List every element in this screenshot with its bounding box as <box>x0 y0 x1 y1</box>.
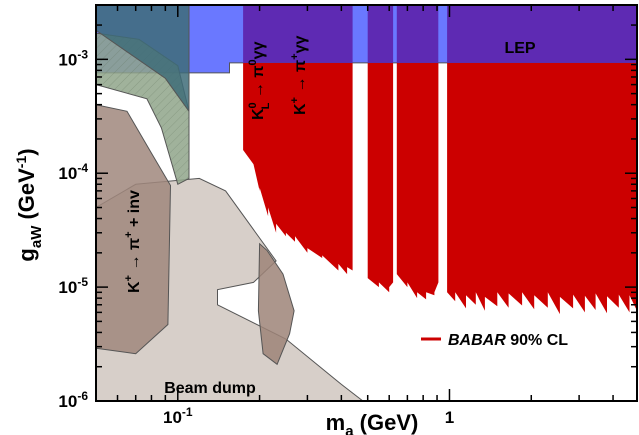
legend: BABAR 90% CL <box>421 332 568 349</box>
y-axis-title: gaW (GeV-1) <box>13 148 45 261</box>
babar-limit-segment-2 <box>367 62 394 293</box>
lep-babar-overlap-4 <box>447 5 637 63</box>
k-pi-inv-label: K+ → π+ + inv <box>123 190 143 293</box>
x-axis-title: ma (GeV) <box>326 410 419 435</box>
babar-limit-segment-4 <box>447 62 637 315</box>
x-tick-label: 10-1 <box>163 405 193 427</box>
kl-pi0-gg-label: K0L → π0γγ <box>247 41 272 120</box>
y-tick-label: 10-4 <box>58 161 88 183</box>
x-tick-label: 1 <box>445 408 454 427</box>
exclusion-regions <box>96 5 637 401</box>
beam-dump-label: Beam dump <box>164 380 256 397</box>
middle-brown-region <box>257 242 295 366</box>
babar-limit-segment-3 <box>396 62 439 300</box>
k-pi-inv-region <box>96 104 172 355</box>
y-tick-label: 10-3 <box>58 47 88 69</box>
plot-frame <box>95 4 638 402</box>
legend-babar-label: BABAR 90% CL <box>448 332 568 349</box>
y-tick-label: 10-5 <box>58 275 88 297</box>
y-tick-label: 10-6 <box>58 389 88 411</box>
teal-region <box>96 5 190 113</box>
babar-limit-segment-1 <box>243 62 353 275</box>
kp-pip-gg-label: K+ → π+γγ <box>289 36 309 115</box>
lep-label: LEP <box>504 40 535 57</box>
lep-babar-overlap-2 <box>367 5 394 63</box>
axes: 10-1 1 10-6 10-5 10-4 10-3 <box>58 4 637 427</box>
lep-babar-overlap-1 <box>243 5 353 63</box>
lep-babar-overlap-3 <box>396 5 439 63</box>
